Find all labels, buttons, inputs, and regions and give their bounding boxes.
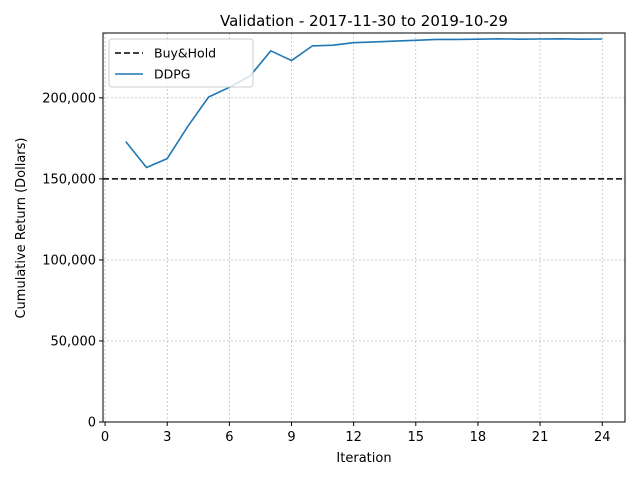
x-tick-label: 12 [345, 430, 362, 445]
x-tick-label: 6 [225, 430, 233, 445]
y-tick-label: 200,000 [42, 91, 96, 106]
y-axis-label: Cumulative Return (Dollars) [14, 137, 29, 318]
chart-title: Validation - 2017-11-30 to 2019-10-29 [220, 12, 508, 30]
y-tick-label: 100,000 [42, 253, 96, 268]
legend: Buy&Hold DDPG [108, 38, 254, 88]
x-tick-label: 15 [408, 430, 425, 445]
y-tick-label: 0 [88, 416, 96, 431]
y-axis: 0 50,000 100,000 150,000 200,000 [42, 91, 103, 431]
legend-label-buy-hold: Buy&Hold [154, 46, 216, 61]
x-tick-label: 3 [163, 430, 171, 445]
x-tick-label: 18 [470, 430, 487, 445]
x-tick-label: 9 [287, 430, 295, 445]
series-layer [103, 38, 625, 180]
plot-frame [102, 32, 626, 423]
x-tick-label: 0 [101, 430, 109, 445]
grid-lines [103, 33, 625, 423]
x-axis: 0 3 6 9 12 15 18 21 24 [101, 422, 611, 445]
x-tick-label: 24 [594, 430, 611, 445]
legend-frame [108, 38, 254, 88]
y-tick-label: 50,000 [51, 334, 97, 349]
y-tick-label: 150,000 [42, 172, 96, 187]
x-axis-label: Iteration [336, 451, 391, 466]
series-line-ddpg [125, 38, 603, 169]
x-tick-label: 21 [532, 430, 549, 445]
legend-label-ddpg: DDPG [154, 67, 190, 82]
